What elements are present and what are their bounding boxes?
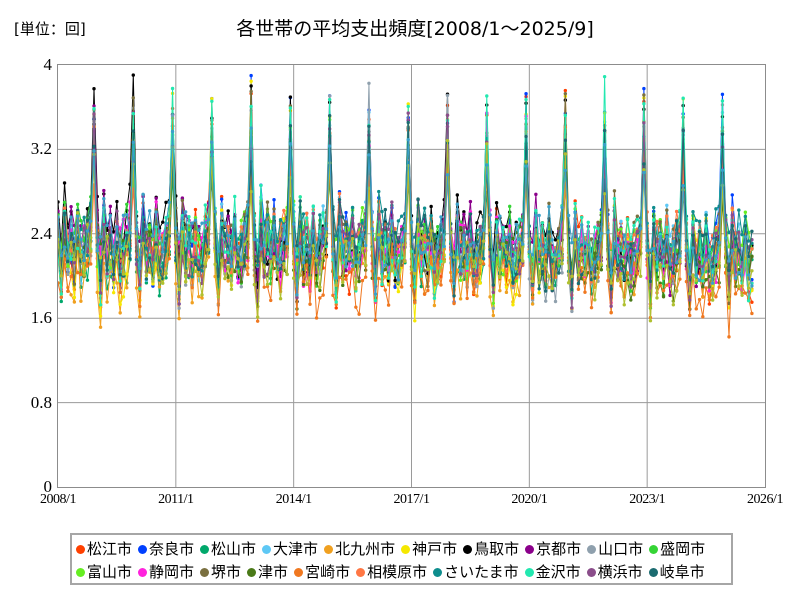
legend-marker-icon: [587, 545, 597, 554]
legend-label: 松山市: [211, 540, 257, 558]
legend-label: 横浜市: [597, 563, 643, 581]
legend-item[interactable]: 相模原市: [356, 565, 427, 580]
legend-label: 山口市: [598, 540, 644, 558]
legend-label: さいたま市: [444, 563, 519, 581]
page-title: 各世帯の平均支出頻度[2008/1～2025/9]: [236, 18, 594, 40]
legend-marker-icon: [294, 568, 304, 577]
legend-label: 津市: [258, 563, 289, 581]
plot-area: [57, 64, 766, 488]
data-series: [58, 138, 754, 323]
legend-item[interactable]: 静岡市: [138, 565, 194, 580]
legend-marker-icon: [648, 568, 658, 577]
legend-item[interactable]: 岐阜市: [648, 563, 705, 581]
y-axis-tick-label: 2.4: [30, 223, 52, 243]
legend-marker-icon: [324, 545, 334, 554]
x-axis-tick-label: 2023/1: [629, 492, 666, 507]
unit-label: [単位：回]: [14, 20, 86, 38]
legend-label: 静岡市: [149, 563, 195, 581]
legend-marker-icon: [356, 568, 366, 577]
x-axis-tick-label: 2014/1: [275, 492, 312, 507]
legend-label: 相模原市: [367, 563, 428, 581]
legend-marker-icon: [138, 545, 148, 554]
legend-marker-icon: [524, 568, 534, 577]
legend-marker-icon: [138, 568, 148, 577]
legend-item[interactable]: 横浜市: [586, 563, 643, 581]
x-axis-tick-label: 2020/1: [511, 492, 548, 507]
legend-marker-icon: [401, 545, 411, 554]
legend-label: 松江市: [87, 540, 133, 558]
legend-item[interactable]: 松山市: [200, 542, 256, 557]
legend-item[interactable]: 北九州市: [324, 542, 395, 557]
legend-label: 奈良市: [149, 540, 195, 558]
legend-item[interactable]: 津市: [247, 565, 288, 580]
legend-label: 京都市: [536, 540, 582, 558]
y-axis-tick-label: 3.2: [30, 139, 52, 159]
legend-label: 北九州市: [335, 540, 396, 558]
legend-marker-icon: [200, 568, 210, 577]
legend-label: 岐阜市: [659, 563, 705, 581]
legend-item[interactable]: 富山市: [76, 565, 132, 580]
legend-label: 鳥取市: [474, 540, 520, 558]
legend-marker-icon: [463, 545, 473, 554]
legend-label: 金沢市: [535, 563, 581, 581]
legend-marker-icon: [433, 568, 443, 577]
y-axis-tick-label: 0.8: [30, 392, 52, 412]
legend-marker-icon: [649, 545, 659, 554]
legend-row-2: 富山市 静岡市 堺市 津市 宮崎市 相模原市 さいたま市 金沢市 横浜市 岐阜市: [76, 561, 727, 584]
legend-marker-icon: [525, 545, 535, 554]
legend-marker-icon: [247, 568, 257, 577]
legend-marker-icon: [586, 568, 596, 577]
plot-svg: [58, 65, 765, 487]
legend-item[interactable]: 盛岡市: [649, 542, 705, 557]
y-axis-tick-label: 4: [43, 55, 53, 74]
x-axis-tick-label: 2008/1: [40, 492, 76, 507]
legend-label: 富山市: [87, 563, 133, 581]
legend-marker-icon: [76, 545, 85, 554]
x-axis-tick-label: 2017/1: [393, 492, 430, 507]
legend-item[interactable]: 鳥取市: [463, 542, 519, 557]
legend-row-1: 松江市 奈良市 松山市 大津市 北九州市 神戸市 鳥取市 京都市 山口市 盛岡市: [76, 538, 727, 561]
legend-label: 神戸市: [412, 540, 458, 558]
y-axis-tick-label: 0: [43, 477, 53, 496]
legend-item[interactable]: 山口市: [587, 542, 643, 557]
data-series: [58, 126, 754, 297]
legend-marker-icon: [200, 545, 210, 554]
y-axis-labels: 0 0.8 1.6 2.4 3.2 4: [0, 0, 52, 600]
legend-item[interactable]: 松江市: [76, 542, 132, 557]
legend-label: 大津市: [273, 540, 319, 558]
legend-item[interactable]: 宮崎市: [294, 565, 350, 580]
legend-item[interactable]: 堺市: [200, 565, 241, 580]
legend-item[interactable]: 大津市: [262, 542, 318, 557]
x-axis-tick-label: 2011/1: [158, 492, 194, 507]
legend-item[interactable]: さいたま市: [433, 565, 519, 580]
legend-label: 堺市: [211, 563, 242, 581]
legend-label: 宮崎市: [305, 563, 351, 581]
legend-item[interactable]: 京都市: [525, 542, 581, 557]
legend-item[interactable]: 金沢市: [524, 563, 581, 581]
legend-marker-icon: [262, 545, 272, 554]
legend: 松江市 奈良市 松山市 大津市 北九州市 神戸市 鳥取市 京都市 山口市 盛岡市 富山市 静岡市 堺市…: [70, 533, 733, 585]
y-axis-tick-label: 1.6: [30, 308, 52, 328]
legend-item[interactable]: 神戸市: [401, 542, 457, 557]
legend-item[interactable]: 奈良市: [138, 542, 194, 557]
x-axis-tick-label: 2026/1: [747, 492, 783, 507]
legend-label: 盛岡市: [660, 540, 706, 558]
legend-marker-icon: [76, 568, 85, 577]
